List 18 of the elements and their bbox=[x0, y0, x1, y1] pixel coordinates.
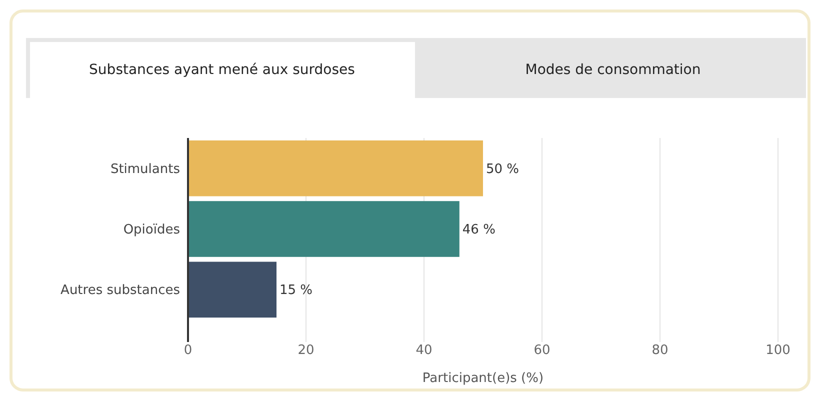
y-tick-label: Autres substances bbox=[60, 283, 180, 298]
x-tick-label: 100 bbox=[766, 343, 790, 358]
text: Modes de consommation bbox=[525, 62, 701, 78]
bar bbox=[188, 201, 460, 257]
bar bbox=[188, 140, 483, 196]
data-label: 15 % bbox=[280, 283, 313, 298]
y-tick-label: Opioïdes bbox=[123, 222, 180, 238]
data-label: 46 % bbox=[462, 222, 496, 238]
x-axis-title: Participant(e)s (%) bbox=[422, 371, 544, 386]
data-label: 50 % bbox=[486, 162, 520, 177]
x-tick-label: 20 bbox=[298, 343, 314, 358]
x-tick-label: 60 bbox=[534, 343, 550, 358]
y-tick-label: Stimulants bbox=[110, 162, 180, 177]
x-tick-label: 0 bbox=[184, 343, 192, 358]
x-tick-label: 40 bbox=[416, 343, 432, 358]
chart-title: Substances ayant mené aux surdoses bbox=[89, 62, 355, 78]
bar bbox=[188, 262, 276, 318]
x-tick-label: 80 bbox=[652, 343, 668, 358]
